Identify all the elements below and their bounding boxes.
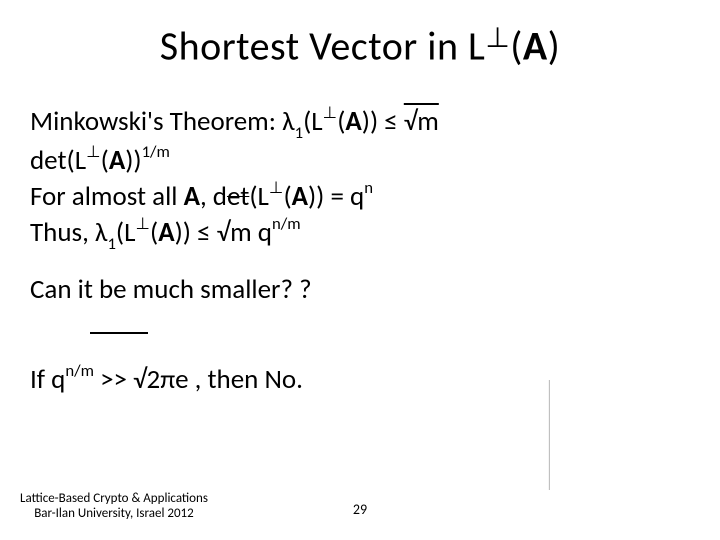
l2-a: det(L	[30, 144, 86, 177]
l4-b: (L	[116, 216, 136, 249]
l3-a: For almost all	[30, 180, 184, 213]
l4-sup: n/m	[272, 214, 301, 234]
page-number: 29	[0, 501, 720, 518]
gap-2	[30, 345, 680, 363]
line-5: Can it be much smaller? ?	[30, 273, 680, 307]
title-text-pre: Shortest Vector in L	[160, 21, 486, 70]
l2-A: A	[109, 144, 125, 177]
l1-perp: ⊥	[323, 103, 338, 123]
gap-1	[30, 255, 680, 273]
l2-perp: ⊥	[86, 142, 101, 162]
line-1: Minkowski's Theorem: λ1(L⊥(A)) ≤ √m	[30, 105, 680, 142]
stray-line	[90, 332, 148, 334]
line-5b-artifact	[30, 309, 680, 343]
l6-b: >> √2πe , then No.	[94, 363, 303, 396]
l3-b: , d	[200, 180, 227, 213]
l1-d: )) ≤	[362, 105, 404, 138]
l1-sqrt: √m	[404, 105, 439, 138]
line-2: det(L⊥(A))1/m	[30, 144, 680, 178]
l3-sup: n	[364, 178, 373, 198]
l1-a: Minkowski's Theorem: λ	[30, 105, 295, 138]
l3-e: )) = q	[308, 180, 364, 213]
l4-d: )) ≤ √m q	[175, 216, 272, 249]
l6-a: If q	[30, 363, 65, 396]
l4-sub: 1	[107, 234, 115, 254]
slide: Shortest Vector in L⊥(A) Minkowski's The…	[0, 0, 720, 540]
l4-perp: ⊥	[135, 214, 150, 234]
title-A: A	[523, 21, 548, 70]
l1-sub: 1	[295, 123, 303, 143]
l3-et: et	[227, 180, 249, 213]
l3-A2: A	[292, 180, 308, 213]
line-3: For almost all A, det(L⊥(A)) = qn	[30, 180, 680, 214]
l2-c: ))	[125, 144, 141, 177]
l3-A: A	[184, 180, 200, 213]
slide-body: Minkowski's Theorem: λ1(L⊥(A)) ≤ √m det(…	[30, 105, 680, 398]
l2-b: (	[101, 144, 109, 177]
l4-c: (	[150, 216, 158, 249]
title-open: (	[510, 21, 523, 70]
l1-A: A	[345, 105, 361, 138]
l2-sup: 1/m	[142, 142, 170, 162]
l4-A: A	[158, 216, 174, 249]
slide-title: Shortest Vector in L⊥(A)	[0, 18, 720, 70]
l4-a: Thus, λ	[30, 216, 107, 249]
l5: Can it be much smaller? ?	[30, 273, 312, 306]
l3-c: (L	[249, 180, 269, 213]
title-perp: ⊥	[485, 20, 510, 55]
right-blank-panel	[549, 380, 720, 490]
title-close: )	[548, 21, 561, 70]
l6-sup: n/m	[65, 361, 94, 381]
l3-perp: ⊥	[269, 178, 284, 198]
l1-b: (L	[303, 105, 323, 138]
line-4: Thus, λ1(L⊥(A)) ≤ √m qn/m	[30, 216, 680, 253]
l3-d: (	[283, 180, 291, 213]
